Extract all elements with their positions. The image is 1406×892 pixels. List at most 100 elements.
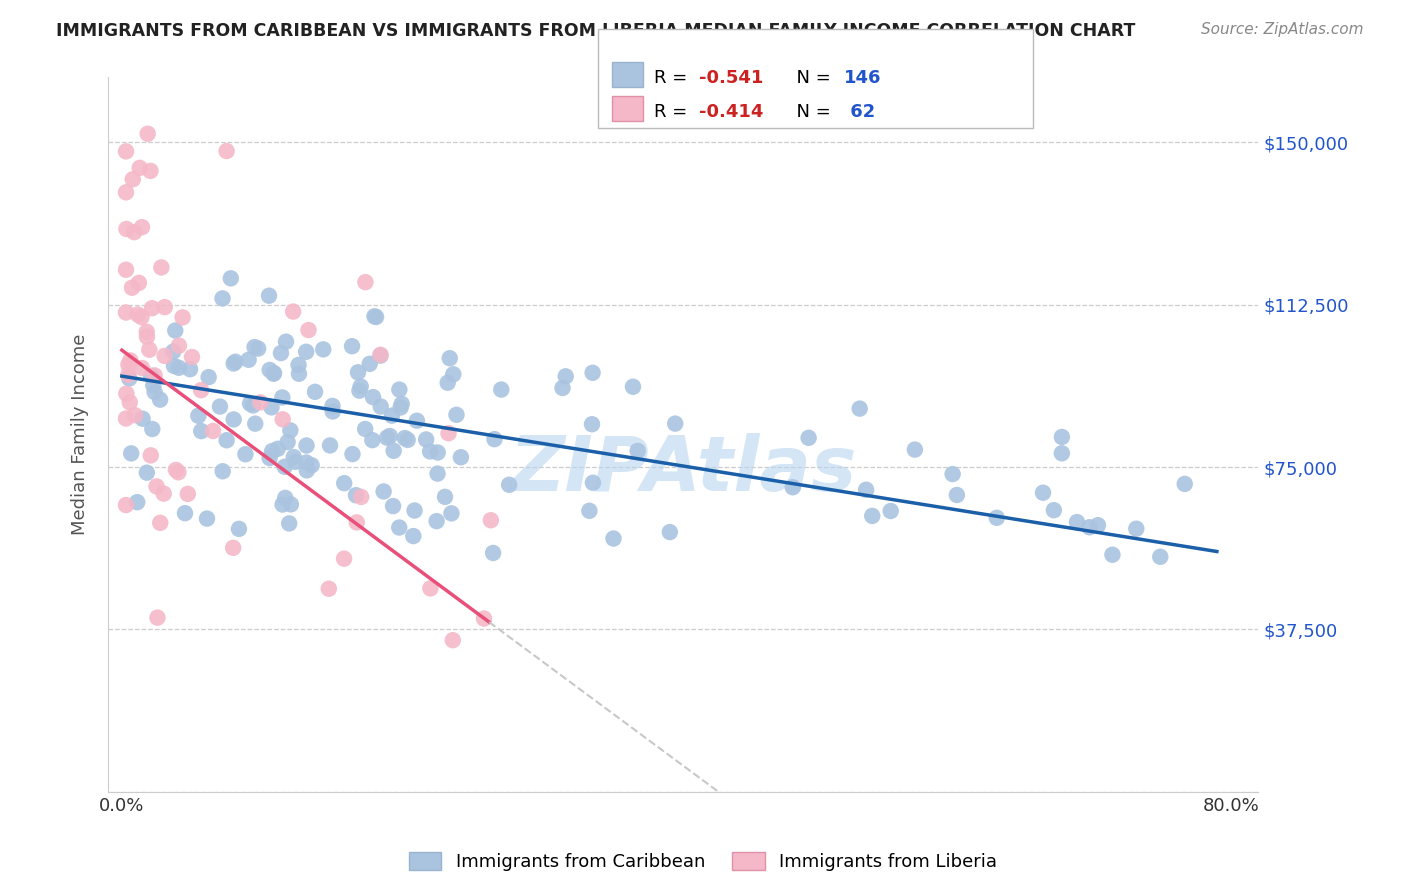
Point <box>441 368 464 382</box>
Point <box>135 466 157 480</box>
Point <box>238 352 260 367</box>
Point <box>270 346 292 360</box>
Point <box>295 456 318 470</box>
Point <box>139 449 162 463</box>
Point <box>378 429 401 443</box>
Point <box>318 582 340 596</box>
Point <box>121 172 143 186</box>
Text: Source: ZipAtlas.com: Source: ZipAtlas.com <box>1201 22 1364 37</box>
Text: 62: 62 <box>844 103 875 120</box>
Point <box>115 186 138 200</box>
Point <box>879 504 901 518</box>
Point <box>1066 515 1088 529</box>
Point <box>242 399 264 413</box>
Point <box>128 161 150 175</box>
Point <box>361 390 384 404</box>
Point <box>396 433 419 447</box>
Point <box>215 144 238 158</box>
Point <box>1043 503 1066 517</box>
Point <box>578 504 600 518</box>
Point <box>349 384 371 398</box>
Point <box>277 435 299 450</box>
Point <box>235 447 257 461</box>
Point <box>426 467 449 481</box>
Point <box>127 308 149 322</box>
Point <box>190 424 212 438</box>
Point <box>855 483 877 497</box>
Point <box>131 220 153 235</box>
Point <box>271 412 294 426</box>
Point <box>143 368 166 383</box>
Y-axis label: Median Family Income: Median Family Income <box>72 334 89 535</box>
Point <box>167 465 190 479</box>
Point <box>128 276 150 290</box>
Point <box>149 392 172 407</box>
Point <box>301 458 323 473</box>
Text: R =: R = <box>654 103 693 120</box>
Point <box>441 633 464 648</box>
Point <box>1101 548 1123 562</box>
Point <box>361 433 384 447</box>
Point <box>150 260 173 275</box>
Point <box>222 541 245 555</box>
Point <box>280 424 302 438</box>
Point <box>163 359 186 373</box>
Point <box>208 400 231 414</box>
Point <box>986 510 1008 524</box>
Point <box>388 383 411 397</box>
Point <box>370 348 392 362</box>
Point <box>283 450 305 464</box>
Point <box>239 396 262 410</box>
Point <box>259 363 281 377</box>
Point <box>1087 518 1109 533</box>
Point <box>117 358 139 372</box>
Point <box>382 499 405 513</box>
Point <box>274 491 297 505</box>
Point <box>450 450 472 465</box>
Point <box>426 445 449 459</box>
Point <box>942 467 965 481</box>
Point <box>260 401 283 415</box>
Point <box>551 381 574 395</box>
Text: -0.414: -0.414 <box>699 103 763 120</box>
Point <box>364 310 387 324</box>
Point <box>312 343 335 357</box>
Point <box>271 498 294 512</box>
Point <box>581 417 603 432</box>
Point <box>1050 446 1073 460</box>
Point <box>115 145 138 159</box>
Point <box>295 438 318 452</box>
Point <box>117 368 139 382</box>
Point <box>136 127 159 141</box>
Point <box>115 498 138 512</box>
Point <box>115 222 138 236</box>
Point <box>141 422 163 436</box>
Point <box>115 386 138 401</box>
Point <box>288 367 311 381</box>
Point <box>122 225 145 239</box>
Point <box>115 305 138 319</box>
Point <box>152 486 174 500</box>
Point <box>202 424 225 438</box>
Point <box>211 292 233 306</box>
Point <box>484 432 506 446</box>
Point <box>118 395 141 409</box>
Point <box>146 610 169 624</box>
Point <box>257 288 280 302</box>
Point <box>554 369 576 384</box>
Point <box>179 362 201 376</box>
Point <box>187 409 209 423</box>
Point <box>195 511 218 525</box>
Point <box>479 513 502 527</box>
Point <box>419 582 441 596</box>
Point <box>228 522 250 536</box>
Point <box>142 378 165 392</box>
Point <box>1050 430 1073 444</box>
Point <box>389 401 412 415</box>
Point <box>860 508 883 523</box>
Point <box>426 514 449 528</box>
Point <box>340 339 363 353</box>
Point <box>115 262 138 277</box>
Point <box>131 361 153 376</box>
Point <box>1078 520 1101 534</box>
